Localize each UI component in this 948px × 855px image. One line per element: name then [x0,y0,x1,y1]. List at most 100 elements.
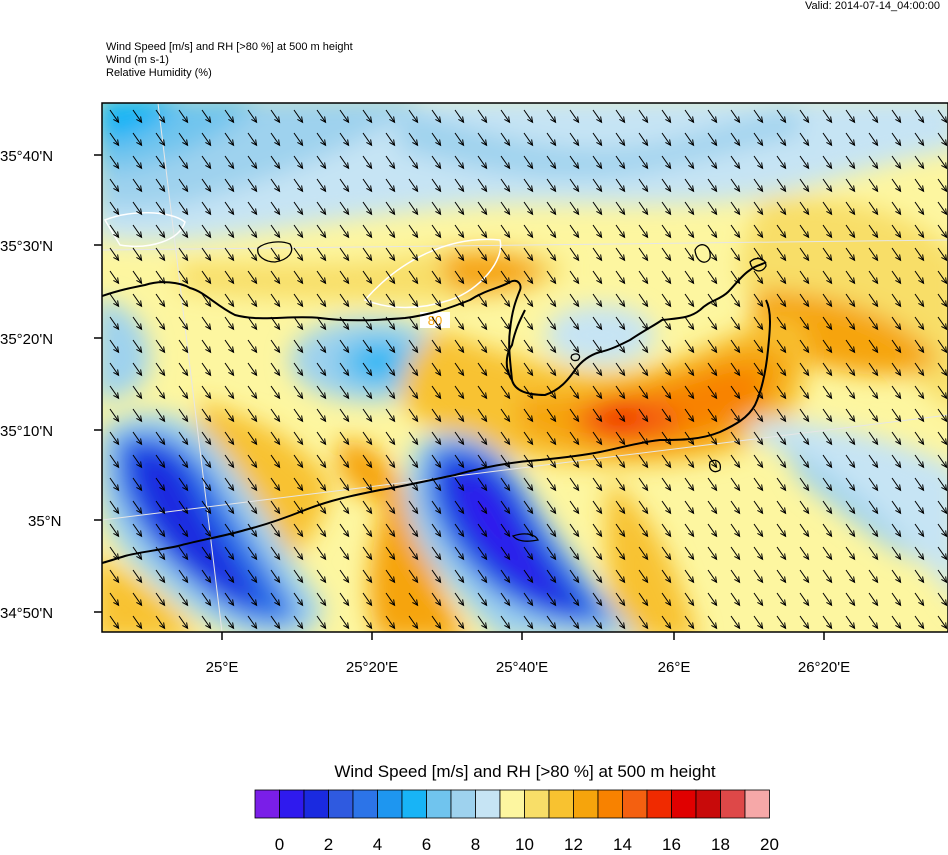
wind-arrow [707,178,718,193]
wind-arrow [914,132,925,147]
wind-arrow [224,362,235,377]
wind-arrow [155,523,166,538]
wind-arrow [339,132,350,147]
wind-arrow [132,592,143,607]
wind-arrow [224,569,235,584]
wind-arrow [385,431,396,446]
wind-arrow [638,247,649,262]
wind-arrow [638,109,649,124]
colorbar-swatch [401,789,427,819]
wind-arrow [661,293,672,308]
wind-arrow [523,362,534,377]
wind-arrow [592,178,603,193]
wind-arrow [937,615,948,630]
wind-arrow [201,592,212,607]
wind-arrow [822,569,833,584]
wind-arrow [661,615,672,630]
wind-arrow [408,385,419,400]
wind-arrow [500,615,511,630]
wind-arrow [132,339,143,354]
colorbar [254,789,770,819]
wind-arrow [501,639,510,651]
wind-arrow [247,385,258,400]
wind-arrow [638,293,649,308]
wind-arrow [684,362,695,377]
wind-arrow [868,569,879,584]
wind-arrow [247,477,258,492]
wind-arrow [845,477,856,492]
wind-arrow [270,293,281,308]
wind-arrow [500,293,511,308]
wind-arrow [569,454,580,469]
wind-arrow [799,155,810,170]
wind-arrow [661,569,672,584]
wind-arrow [684,270,695,285]
wind-arrow [845,408,856,423]
wind-arrow [892,639,901,651]
colorbar-swatch [524,789,550,819]
wind-arrow [316,109,327,124]
wind-arrow [845,592,856,607]
wind-arrow [914,500,925,515]
wind-arrow [799,293,810,308]
wind-arrow [569,431,580,446]
wind-arrow [592,293,603,308]
wind-arrow [891,454,902,469]
wind-arrow [500,339,511,354]
colorbar-tick-label: 14 [613,835,632,854]
colorbar-swatch [352,789,378,819]
wind-arrow [155,477,166,492]
wind-arrow [937,385,948,400]
wind-arrow [500,109,511,124]
wind-arrow [891,178,902,193]
wind-arrow [477,362,488,377]
wind-arrow [523,339,534,354]
wind-arrow [546,178,557,193]
wind-arrow [408,224,419,239]
wind-arrow [661,431,672,446]
wind-arrow [408,546,419,561]
wind-arrow [914,316,925,331]
wind-arrow [362,293,373,308]
wind-arrow [684,224,695,239]
wind-arrow [431,477,442,492]
wind-arrow [523,178,534,193]
wind-arrow [293,339,304,354]
wind-arrow [224,431,235,446]
wind-arrow [339,362,350,377]
wind-arrow [155,592,166,607]
wind-arrow [799,270,810,285]
wind-arrow [109,500,120,515]
wind-arrow [707,362,718,377]
wind-arrow [454,569,465,584]
wind-arrow [270,247,281,262]
wind-arrow [753,592,764,607]
wind-arrow [293,178,304,193]
colorbar-swatch [279,789,305,819]
wind-arrow [753,569,764,584]
wind-arrow [224,546,235,561]
wind-arrow [523,316,534,331]
wind-arrow [247,339,258,354]
wind-arrow [224,270,235,285]
wind-arrow [408,477,419,492]
wind-arrow [684,293,695,308]
wind-arrow [431,224,442,239]
wind-arrow [500,500,511,515]
wind-arrow [247,546,258,561]
wind-arrow [294,639,303,651]
wind-arrow [362,362,373,377]
wind-arrow [869,639,878,651]
wind-arrow [569,362,580,377]
wind-arrow [385,569,396,584]
wind-arrow [592,132,603,147]
wind-arrow [914,385,925,400]
wind-arrow [385,201,396,216]
wind-arrow [707,523,718,538]
wind-arrow [891,247,902,262]
wind-arrow [684,339,695,354]
wind-arrow [685,639,694,651]
wind-arrow [868,500,879,515]
wind-arrow [339,109,350,124]
wind-arrow [523,247,534,262]
